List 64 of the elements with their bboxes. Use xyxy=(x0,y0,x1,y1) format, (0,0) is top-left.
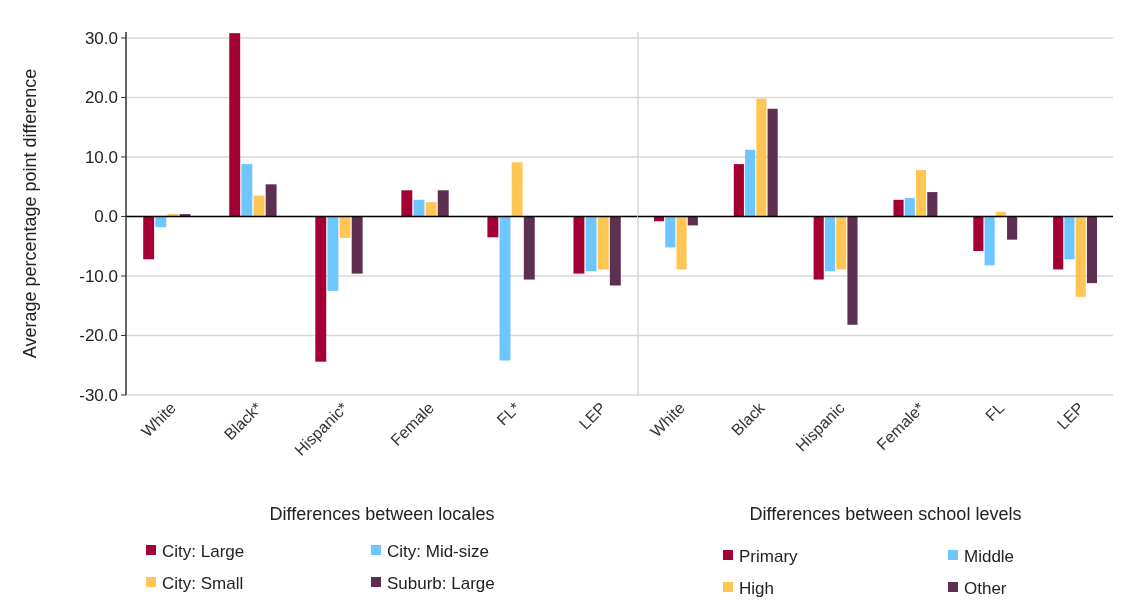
bar xyxy=(315,216,327,362)
bar xyxy=(733,164,744,217)
y-tick-label: -30.0 xyxy=(79,385,118,405)
bar xyxy=(265,184,277,217)
x-axis-title: Differences between locales xyxy=(269,504,495,524)
bar xyxy=(437,190,449,217)
bar xyxy=(585,216,597,272)
bar xyxy=(745,149,756,217)
bar xyxy=(756,98,767,217)
bar xyxy=(1086,216,1098,284)
bar xyxy=(1064,216,1075,260)
bar xyxy=(973,216,984,251)
bar xyxy=(824,216,836,272)
bar xyxy=(413,199,425,217)
bar xyxy=(813,216,824,280)
bar xyxy=(155,216,167,228)
bar xyxy=(665,216,676,248)
y-tick-label: 10.0 xyxy=(84,147,118,167)
bar xyxy=(327,216,339,291)
bar xyxy=(511,162,523,217)
y-tick-label: -20.0 xyxy=(79,326,118,346)
bar xyxy=(523,216,535,280)
y-axis-title: Average percentage point difference xyxy=(20,68,40,359)
bar xyxy=(836,216,847,270)
bar xyxy=(425,202,437,217)
bar xyxy=(487,216,499,238)
bar xyxy=(676,216,687,270)
y-tick-label: -10.0 xyxy=(79,266,118,286)
legend-label: Suburb: Large xyxy=(387,573,495,593)
legend-label: Middle xyxy=(964,546,1015,566)
bar xyxy=(597,216,609,270)
y-tick-label: 0.0 xyxy=(94,207,118,227)
bar xyxy=(847,216,858,325)
bar xyxy=(143,216,155,260)
y-tick-label: 20.0 xyxy=(84,88,118,108)
bar xyxy=(927,192,938,217)
legend-label: City: Small xyxy=(162,573,244,593)
x-axis-title: Differences between school levels xyxy=(749,504,1022,524)
bar xyxy=(904,198,915,217)
legend-label: City: Mid-size xyxy=(387,541,490,561)
y-tick-label: 30.0 xyxy=(84,28,118,48)
bar xyxy=(1075,216,1086,297)
x-tick-label: FL xyxy=(982,399,1008,425)
bar xyxy=(609,216,621,286)
bar xyxy=(915,170,927,217)
bar xyxy=(229,33,241,217)
x-tick-label: FL* xyxy=(493,399,524,429)
bar xyxy=(767,108,778,217)
bar xyxy=(401,190,413,217)
bar xyxy=(984,216,995,266)
legend-label: High xyxy=(739,578,774,598)
legend-label: City: Large xyxy=(162,541,245,561)
bar xyxy=(339,216,351,238)
legend-label: Primary xyxy=(739,546,799,566)
bar xyxy=(893,199,904,217)
bar xyxy=(241,164,253,217)
bar xyxy=(499,216,511,361)
bar xyxy=(1053,216,1064,270)
x-tick-label: LEP xyxy=(575,399,610,433)
bar xyxy=(573,216,585,274)
x-tick-label: LEP xyxy=(1053,399,1088,433)
bar xyxy=(1007,216,1018,240)
bar xyxy=(351,216,363,274)
legend-label: Other xyxy=(964,578,1007,598)
